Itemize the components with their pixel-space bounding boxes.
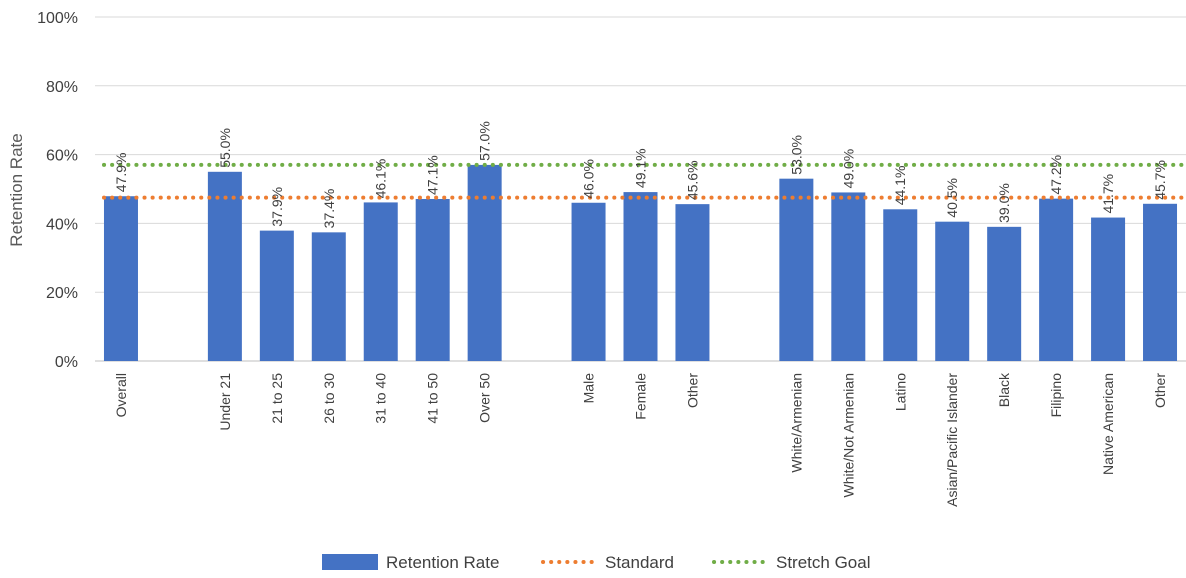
data-label: 47.1% xyxy=(425,155,441,195)
x-tick-label: Over 50 xyxy=(477,373,493,423)
bar xyxy=(675,204,710,361)
y-tick-label: 0% xyxy=(55,354,78,371)
bar xyxy=(259,230,294,361)
data-label: 44.1% xyxy=(892,166,908,206)
bars xyxy=(103,164,1178,361)
x-tick-label: 31 to 40 xyxy=(373,373,389,424)
bar xyxy=(1143,203,1178,361)
x-tick-label: Asian/Pacific Islander xyxy=(944,373,960,507)
y-tick-label: 60% xyxy=(46,148,78,165)
data-label: 37.4% xyxy=(321,189,337,229)
x-tick-label: Male xyxy=(581,373,597,404)
bar xyxy=(1091,217,1126,361)
data-label: 37.9% xyxy=(269,187,285,227)
x-tick-label: Latino xyxy=(892,373,908,411)
bar xyxy=(623,192,658,361)
y-tick-label: 80% xyxy=(46,79,78,96)
x-tick-label: Other xyxy=(1152,373,1168,408)
data-label: 45.6% xyxy=(684,160,700,200)
legend-swatch xyxy=(322,554,378,570)
x-tick-label: Native American xyxy=(1100,373,1116,475)
x-tick-label: Black xyxy=(996,372,1012,407)
legend: Retention Rate Standard Stretch Goal xyxy=(322,553,871,572)
bar xyxy=(467,164,502,361)
bar xyxy=(571,202,606,361)
data-label: 39.0% xyxy=(996,183,1012,223)
data-label: 45.7% xyxy=(1152,160,1168,200)
data-labels: 47.9% 55.0% 37.9% 37.4% 46.1% 47.1% 57.0% 46.0%… xyxy=(113,121,1168,228)
data-label: 57.0% xyxy=(477,121,493,161)
x-tick-label: White/Armenian xyxy=(788,373,804,473)
bar xyxy=(779,178,814,361)
reference-lines xyxy=(101,162,1184,200)
bar xyxy=(1039,198,1074,361)
y-tick-label: 20% xyxy=(46,285,78,302)
y-tick-label: 40% xyxy=(46,216,78,233)
data-label: 49.0% xyxy=(840,149,856,189)
bar xyxy=(311,232,346,361)
x-tick-label: 26 to 30 xyxy=(321,373,337,424)
x-tick-label: Other xyxy=(684,373,700,408)
data-label: 47.9% xyxy=(113,153,129,193)
y-axis-ticks: 0% 20% 40% 60% 80% 100% xyxy=(37,10,78,371)
bar xyxy=(363,202,398,361)
data-label: 47.2% xyxy=(1048,155,1064,195)
data-label: 46.0% xyxy=(581,159,597,199)
legend-label: Standard xyxy=(605,553,674,572)
x-tick-label: Under 21 xyxy=(217,373,233,431)
bar xyxy=(415,198,450,361)
data-label: 41.7% xyxy=(1100,174,1116,214)
x-tick-label: 21 to 25 xyxy=(269,373,285,424)
data-label: 46.1% xyxy=(373,159,389,199)
legend-label: Retention Rate xyxy=(386,553,499,572)
bar xyxy=(987,226,1022,361)
bar xyxy=(207,171,242,361)
x-tick-label: 41 to 50 xyxy=(425,373,441,424)
bar xyxy=(883,209,918,361)
y-axis-label: Retention Rate xyxy=(7,133,26,246)
x-tick-label: Female xyxy=(633,373,649,420)
data-label: 40.5% xyxy=(944,178,960,218)
x-tick-label: Overall xyxy=(113,373,129,417)
bar xyxy=(935,221,970,361)
data-label: 53.0% xyxy=(788,135,804,175)
x-axis-ticks: Overall Under 21 21 to 25 26 to 30 31 to 40 4… xyxy=(113,372,1168,507)
data-label: 55.0% xyxy=(217,128,233,168)
x-tick-label: Filipino xyxy=(1048,373,1064,418)
data-label: 49.1% xyxy=(633,148,649,188)
legend-label: Stretch Goal xyxy=(776,553,871,572)
x-tick-label: White/Not Armenian xyxy=(840,373,856,498)
bar xyxy=(831,192,866,361)
bar xyxy=(103,196,138,361)
y-tick-label: 100% xyxy=(37,10,78,27)
